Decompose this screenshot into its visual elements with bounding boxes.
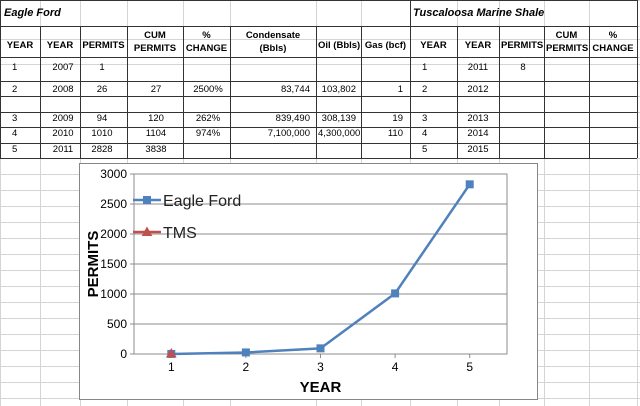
tms-cell-r3c0: 4 — [422, 128, 428, 139]
eagle-cell-r1c1: 2008 — [52, 84, 74, 95]
eagle-header-0: YEAR — [6, 40, 34, 51]
eagle-cell-r2c3: 120 — [148, 113, 164, 124]
eagle-cell-r1c0: 2 — [12, 84, 18, 95]
eagle-cell-r4c0: 5 — [12, 144, 18, 155]
eagle-cell-r3c2: 1010 — [91, 128, 113, 139]
eagle-cell-r0c2: 1 — [99, 62, 105, 73]
eagle-cell-r1c6: 103,802 — [321, 84, 356, 95]
eagle-cell-r2c2: 94 — [96, 113, 108, 124]
series-1-point — [165, 348, 177, 358]
eagle-cell-r2c4: 262% — [195, 113, 221, 124]
tms-cell-r3c1: 2014 — [467, 128, 489, 139]
y-tick-label: 0 — [120, 347, 127, 361]
eagle-header-3: CUM PERMITS — [133, 30, 177, 54]
y-tick-label: 500 — [107, 317, 127, 331]
eagle-cell-r3c0: 4 — [12, 128, 18, 139]
x-tick-label: 3 — [317, 360, 324, 374]
series-0-point — [465, 180, 474, 189]
eagle-cell-r2c0: 3 — [12, 113, 18, 124]
legend-marker-0 — [143, 196, 151, 204]
eagle-cell-r1c7: 1 — [397, 84, 403, 95]
tms-cell-r0c0: 1 — [422, 62, 428, 73]
eagle-cell-r3c6: 4,300,000 — [318, 128, 361, 139]
eagle-cell-r4c2: 2828 — [91, 144, 113, 155]
eagle-cell-r2c7: 19 — [392, 113, 403, 124]
eagle-cell-r4c1: 2011 — [52, 144, 74, 155]
tms-cell-r1c0: 2 — [422, 84, 428, 95]
tms-header-1: YEAR — [464, 40, 492, 51]
eagle-cell-r3c4: 974% — [195, 128, 221, 139]
y-tick-label: 1000 — [100, 287, 127, 301]
tms-cell-r2c1: 2013 — [467, 113, 489, 124]
tms-cell-r0c1: 2011 — [467, 62, 489, 73]
series-0-point — [316, 344, 325, 353]
eagle-cell-r1c2: 26 — [96, 84, 108, 95]
series-0-point — [391, 289, 400, 298]
y-tick-label: 1500 — [100, 257, 127, 271]
x-tick-label: 5 — [466, 360, 473, 374]
eagle-cell-r1c3: 27 — [150, 84, 162, 95]
tms-cell-r4c0: 5 — [422, 144, 428, 155]
legend-marker-1 — [141, 226, 153, 236]
eagle-cell-r2c6: 308,139 — [321, 113, 356, 124]
tms-header-3: CUM PERMITS — [546, 30, 589, 54]
tms-header-2: PERMITS — [501, 40, 544, 51]
legend-label-0: Eagle Ford — [163, 193, 241, 210]
eagle-header-5: Condensate (Bbls) — [245, 30, 301, 54]
legend-label-1: TMS — [163, 225, 197, 242]
eagle-ford-title: Eagle Ford — [4, 7, 61, 19]
eagle-cell-r1c4: 2500% — [193, 84, 223, 95]
eagle-cell-r4c3: 3838 — [145, 144, 167, 155]
x-tick-label: 1 — [168, 360, 175, 374]
y-tick-label: 2000 — [100, 227, 127, 241]
tms-cell-r0c2: 8 — [520, 62, 526, 73]
y-axis-title: PERMITS — [85, 231, 102, 298]
series-0-point — [241, 348, 250, 357]
eagle-cell-r2c5: 839,490 — [275, 113, 310, 124]
eagle-header-7: Gas (bcf) — [364, 40, 407, 51]
tms-cell-r4c1: 2015 — [467, 144, 489, 155]
eagle-cell-r1c5: 83,744 — [280, 84, 310, 95]
y-tick-label: 3000 — [100, 167, 127, 181]
eagle-cell-r0c0: 1 — [12, 62, 18, 73]
eagle-header-2: PERMITS — [82, 40, 125, 51]
eagle-cell-r0c1: 2007 — [52, 62, 74, 73]
tms-cell-r2c0: 3 — [422, 113, 428, 124]
eagle-cell-r3c1: 2010 — [52, 128, 74, 139]
eagle-cell-r3c5: 7,100,000 — [267, 128, 310, 139]
tms-cell-r1c1: 2012 — [467, 84, 489, 95]
eagle-header-1: YEAR — [46, 40, 74, 51]
tms-header-4: % CHANGE — [592, 30, 634, 54]
eagle-cell-r2c1: 2009 — [52, 113, 74, 124]
x-axis-title: YEAR — [300, 379, 342, 396]
eagle-cell-r3c7: 110 — [387, 128, 403, 139]
permits-line-chart: 0 500 1000 1500 2000 2500 3000 1 2 3 4 5 YEAR PERMITS… — [79, 163, 538, 400]
tms-title: Tuscaloosa Marine Shale — [413, 7, 545, 19]
x-tick-label: 2 — [243, 360, 250, 374]
eagle-header-4: % CHANGE — [185, 30, 228, 54]
x-tick-label: 4 — [392, 360, 399, 374]
tms-header-0: YEAR — [420, 40, 447, 51]
y-tick-label: 2500 — [100, 197, 127, 211]
chart-area — [79, 163, 538, 400]
eagle-header-6: Oil (Bbls) — [318, 40, 361, 51]
eagle-cell-r3c3: 1104 — [145, 128, 167, 139]
